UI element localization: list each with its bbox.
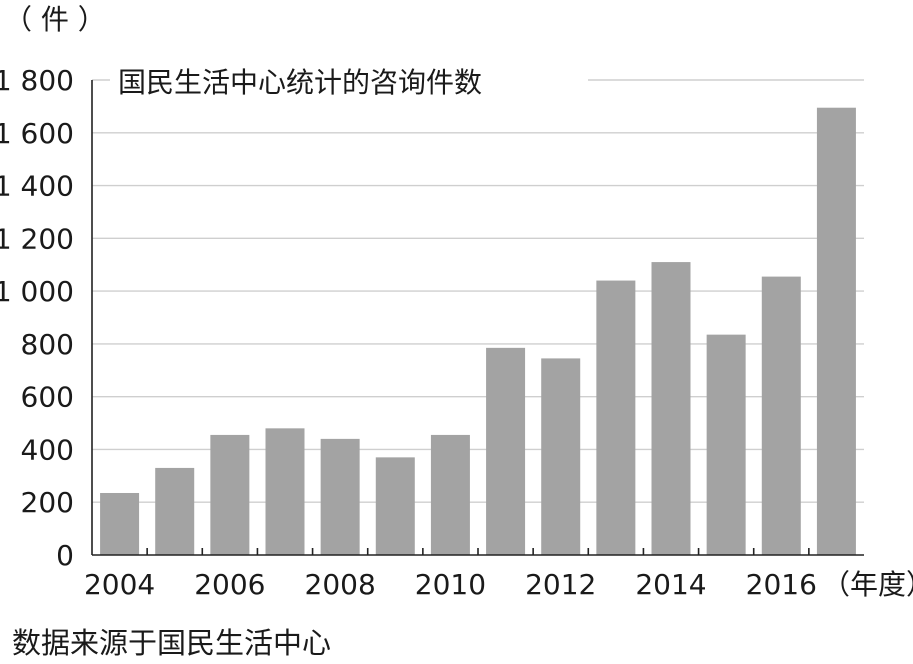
gridlines xyxy=(92,79,864,503)
bar xyxy=(816,107,856,555)
y-tick-label: 1 600 xyxy=(0,117,74,150)
y-unit-label: （ 件 ） xyxy=(4,3,106,36)
x-tick-label: 2016 xyxy=(746,568,817,601)
bar xyxy=(706,334,746,555)
x-tick-label: 2006 xyxy=(194,568,265,601)
bar xyxy=(155,467,195,555)
title-background xyxy=(110,62,588,104)
bar xyxy=(320,438,360,555)
y-tick-label: 0 xyxy=(56,539,74,572)
bar xyxy=(430,434,470,555)
x-tick-label: 2004 xyxy=(84,568,155,601)
bar xyxy=(100,492,140,555)
data-source-note: 数据来源于国民生活中心 xyxy=(12,626,332,660)
x-tick-label: 2010 xyxy=(415,568,486,601)
chart-title: 国民生活中心统计的咨询件数 xyxy=(118,66,482,99)
y-tick-labels: 0 200 400 600 800 1 000 1 200 1 400 1 600 1 800 xyxy=(0,64,74,572)
y-tick-label: 1 400 xyxy=(0,170,74,203)
x-tick-label: 2008 xyxy=(305,568,376,601)
bar xyxy=(651,262,691,555)
bar xyxy=(265,428,305,555)
bar xyxy=(761,276,801,555)
x-tick-label: 2014 xyxy=(635,568,706,601)
y-tick-label: 1 200 xyxy=(0,222,74,255)
y-tick-label: 400 xyxy=(21,433,74,466)
bar xyxy=(541,358,581,555)
y-tick-label: 600 xyxy=(21,381,74,414)
axes xyxy=(91,80,864,556)
bar-chart: 0 200 400 600 800 1 000 1 200 1 400 1 600 1 800 2… xyxy=(0,3,913,601)
y-tick-label: 200 xyxy=(21,486,74,519)
bars xyxy=(100,107,856,555)
y-tick-label: 1 000 xyxy=(0,275,74,308)
bar xyxy=(210,434,250,555)
x-unit-label: （年度） xyxy=(822,568,913,601)
bar xyxy=(375,457,415,555)
y-tick-label: 1 800 xyxy=(0,64,74,97)
bar xyxy=(596,280,636,555)
y-tick-label: 800 xyxy=(21,328,74,361)
bar xyxy=(486,347,526,555)
x-tick-label: 2012 xyxy=(525,568,596,601)
x-tick-labels: 2004 2006 2008 2010 2012 2014 2016 xyxy=(84,568,817,601)
